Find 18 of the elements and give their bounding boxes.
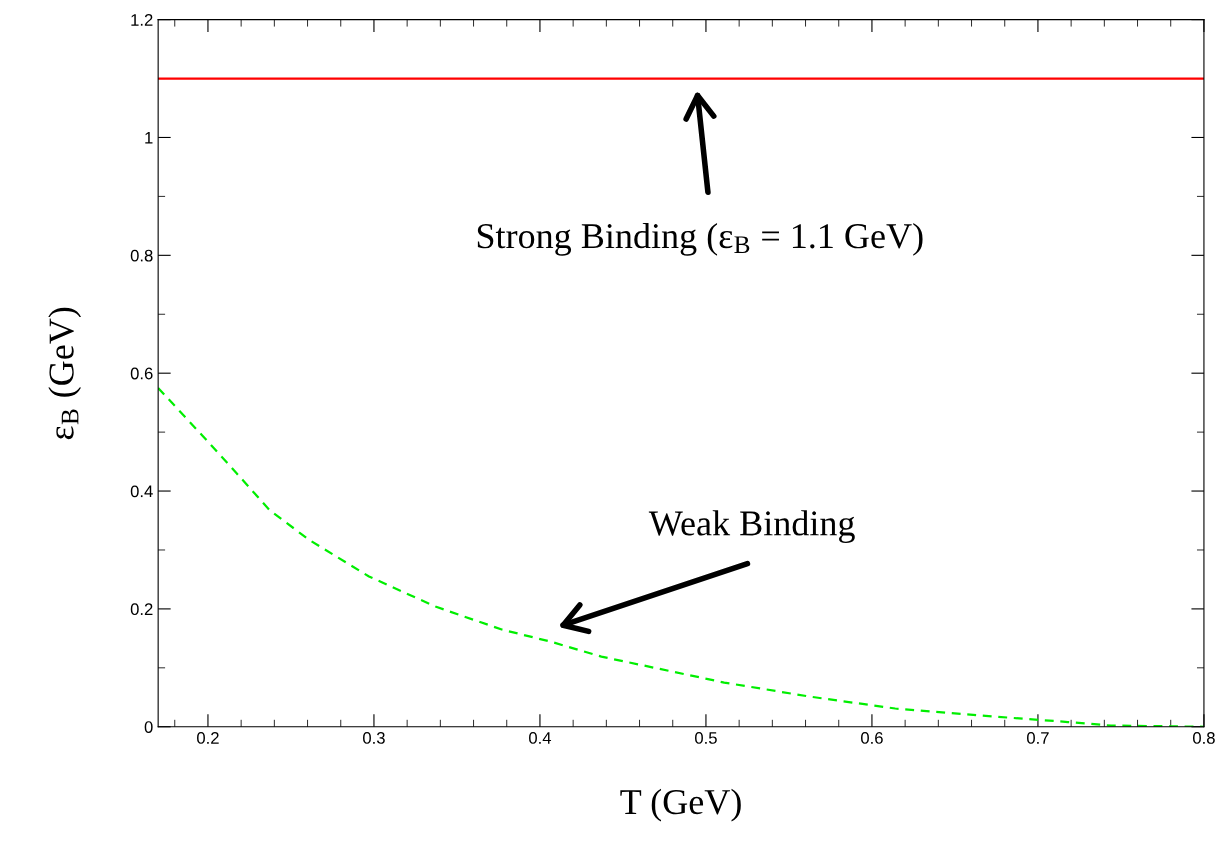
y-tick-label: 0.2	[130, 603, 153, 616]
x-tick-label: 0.3	[363, 732, 385, 744]
x-tick-label: 0.5	[695, 732, 717, 744]
y-tick-label: 1.2	[131, 14, 153, 26]
x-axis-title: T (GeV)	[620, 788, 741, 822]
x-tick-label: 0.4	[529, 732, 552, 744]
x-tick-label: 0.7	[1027, 732, 1049, 744]
annotation: Weak Binding	[648, 510, 855, 544]
y-tick-label: 0.6	[130, 367, 153, 380]
x-tick-label: 0.8	[1193, 732, 1215, 744]
annotation: Strong Binding (ε$_{B}$ = 1.1 GeV)	[477, 222, 923, 256]
x-tick-label: 0.6	[861, 732, 883, 744]
y-tick-label: 1	[145, 132, 153, 144]
y-tick-label: 0.4	[130, 485, 153, 498]
y-tick-label: 0	[144, 721, 153, 733]
y-axis-title: ε$_{B}$ (GeV)	[48, 307, 82, 440]
y-tick-label: 0.8	[130, 249, 153, 262]
x-tick-label: 0.2	[197, 732, 219, 744]
